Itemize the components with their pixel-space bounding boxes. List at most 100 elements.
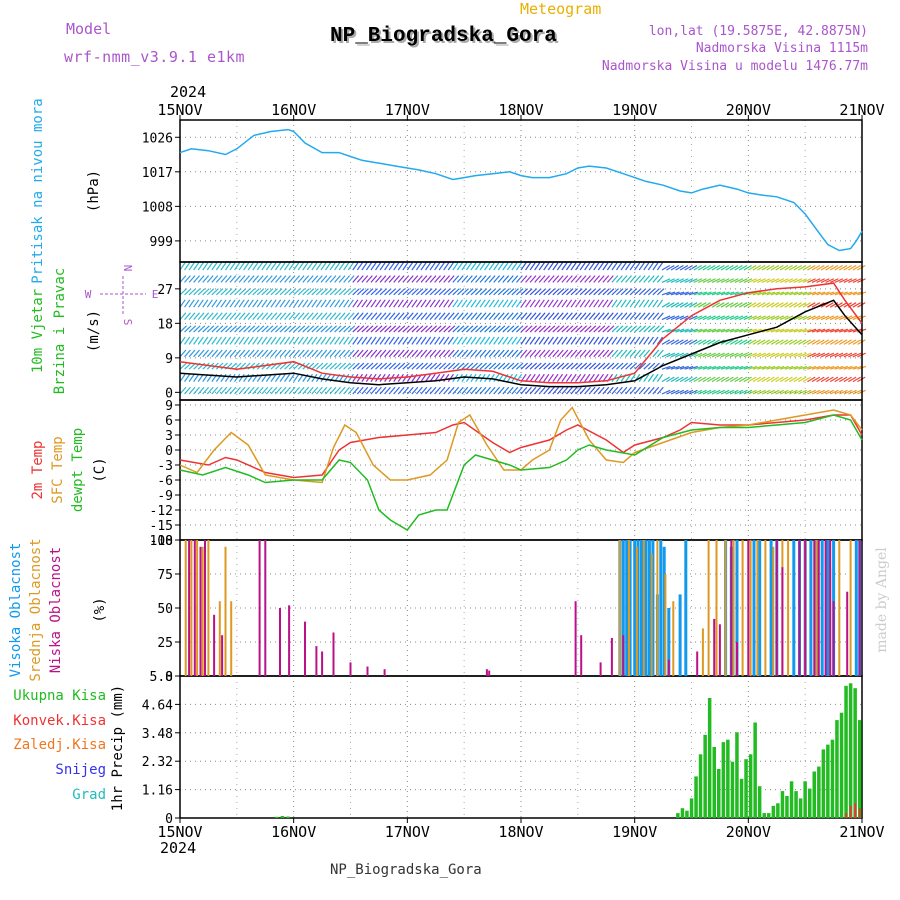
wind-barb <box>479 288 488 296</box>
wind-barb <box>279 312 287 320</box>
wind-barb <box>452 312 460 320</box>
wind-barb <box>716 264 725 271</box>
wind-barb <box>816 328 826 333</box>
wind-barb <box>734 264 743 271</box>
wind-barb <box>320 299 327 308</box>
wind-barb <box>825 315 835 321</box>
wind-barb <box>402 336 409 345</box>
wind-barb <box>748 352 757 358</box>
wind-barb <box>525 386 532 395</box>
wind-barb <box>179 386 187 395</box>
wind-barb <box>293 312 301 320</box>
wind-barb <box>725 291 735 296</box>
wind-barb <box>297 299 304 308</box>
cloud-mid-bar <box>701 628 704 676</box>
x-tick-label-bottom: 17NOV <box>385 823 430 841</box>
wind-barb <box>789 365 798 370</box>
wind-barb <box>661 352 671 358</box>
wind-barb <box>470 349 478 358</box>
wind-barb <box>284 299 291 308</box>
wind-barb <box>475 349 482 358</box>
wind-barb <box>552 325 560 333</box>
wind-barb <box>775 389 785 395</box>
wind-barb <box>388 312 396 320</box>
wind-barb <box>465 336 473 345</box>
wind-barb <box>638 336 645 345</box>
precip-total-bar <box>757 786 762 818</box>
wind-barb <box>629 299 636 308</box>
wind-barb <box>438 275 446 283</box>
wind-barb <box>252 336 259 345</box>
wind-barb <box>211 262 218 271</box>
wind-barb <box>220 275 228 283</box>
compass-w-label: W <box>85 288 92 301</box>
wind-barb <box>811 389 821 395</box>
wind-barb <box>384 275 391 283</box>
wind-barb <box>202 349 210 358</box>
wind-barb <box>402 299 409 308</box>
wind-barb <box>561 349 569 358</box>
wind-barb <box>502 262 509 271</box>
wind-barb <box>484 386 491 395</box>
wind-barb <box>220 325 228 333</box>
wind-barb <box>238 373 245 382</box>
wind-barb <box>429 362 438 370</box>
wind-barb <box>284 386 291 395</box>
wind-barb <box>820 339 830 345</box>
wind-barb <box>243 312 251 320</box>
wind-barb <box>643 373 650 382</box>
wind-barb <box>302 275 310 283</box>
wind-barb <box>734 376 743 383</box>
wind-barb <box>570 288 579 296</box>
wind-barb <box>775 328 785 333</box>
x-tick-label-top: 15NOV <box>157 101 202 119</box>
wind-barb <box>302 336 309 345</box>
wind-barb <box>675 278 685 283</box>
wind-barb <box>597 288 606 296</box>
precip-conv-bar <box>854 803 857 818</box>
wind-barb <box>420 373 427 382</box>
wind-barb <box>265 325 274 333</box>
wind-barb <box>411 349 419 358</box>
wind-barb <box>516 275 523 283</box>
wind-barb <box>606 275 614 283</box>
wind-barb <box>215 312 223 320</box>
wind-barb <box>525 336 532 345</box>
wind-barb <box>611 312 619 320</box>
wind-barb <box>725 352 735 358</box>
wind-barb <box>234 373 241 382</box>
wind-barb <box>470 262 477 271</box>
cloud-mid-axis-title: Srednja Oblacnost <box>28 538 44 681</box>
wind-barb <box>188 275 196 283</box>
wind-barb <box>565 299 573 308</box>
wind-barb <box>275 288 283 296</box>
wind-barb <box>261 325 269 333</box>
precip-total-bar <box>858 720 862 818</box>
wind-barb <box>365 275 373 283</box>
wind-barb <box>329 362 338 370</box>
wind-barb <box>579 349 587 358</box>
precip-conv-bar <box>858 808 861 818</box>
wind-barb <box>698 328 708 333</box>
wind-barb <box>470 275 478 283</box>
wind-barb <box>588 299 595 308</box>
wind-barb <box>520 275 528 283</box>
wind-barb <box>647 275 655 283</box>
wind-barb <box>652 386 660 395</box>
wind-barb <box>325 362 333 370</box>
wind-barb <box>829 315 839 321</box>
wind-barb <box>675 328 685 333</box>
wind-barb <box>488 312 496 320</box>
wind-barb <box>393 386 401 395</box>
wind-barb <box>738 352 748 358</box>
wind-barb <box>748 264 757 271</box>
wind-barb <box>470 386 478 395</box>
wind-barb <box>547 325 556 333</box>
wind-barb <box>525 299 532 308</box>
wind-barb <box>689 328 698 333</box>
wind-barb <box>370 362 378 370</box>
wind-barb <box>570 373 577 382</box>
wind-barb <box>738 278 748 283</box>
wind-barb <box>452 362 460 370</box>
wind-barb <box>816 315 825 321</box>
